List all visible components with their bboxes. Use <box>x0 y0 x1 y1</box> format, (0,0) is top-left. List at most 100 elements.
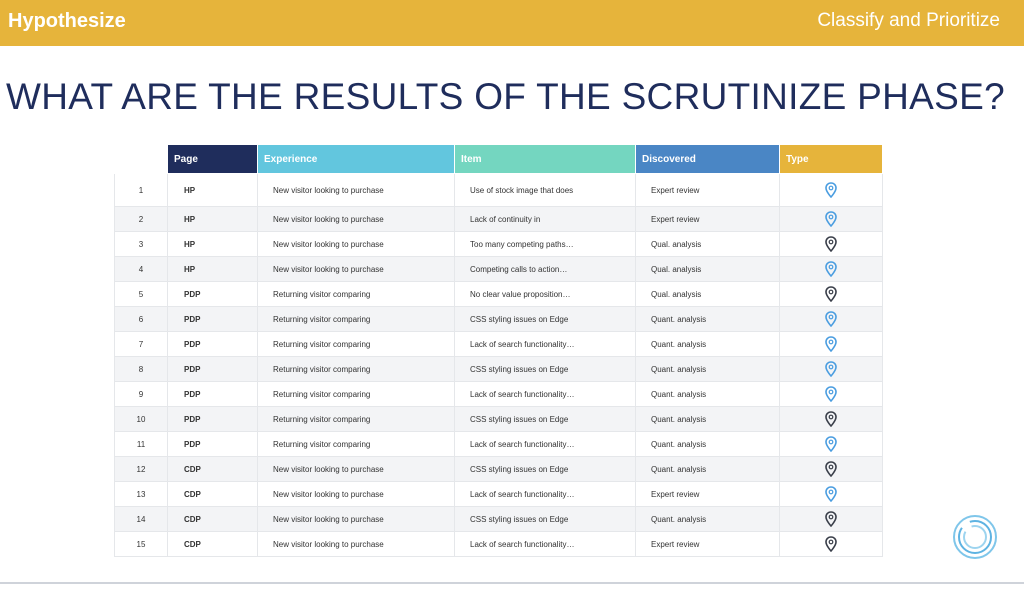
results-table: Page Experience Item Discovered Type 1 HP New … <box>114 144 883 557</box>
row-experience: Returning visitor comparing <box>257 431 455 457</box>
row-page: PDP <box>167 331 258 357</box>
row-type <box>779 531 883 557</box>
table-row: 5 PDP Returning visitor comparing No clear … <box>114 281 883 307</box>
location-pin-dark-icon <box>825 236 837 253</box>
row-discovered: Quant. analysis <box>635 431 780 457</box>
table-row: 10 PDP Returning visitor comparing CSS styl… <box>114 406 883 432</box>
row-discovered: Qual. analysis <box>635 231 780 257</box>
location-pin-blue-icon <box>825 436 837 453</box>
table-header-row: Page Experience Item Discovered Type <box>114 144 883 174</box>
row-item: No clear value proposition… <box>454 281 636 307</box>
table-row: 2 HP New visitor looking to purchase Lack o… <box>114 206 883 232</box>
row-number: 5 <box>114 281 168 307</box>
row-discovered: Qual. analysis <box>635 281 780 307</box>
table-row: 13 CDP New visitor looking to purchase Lack… <box>114 481 883 507</box>
location-pin-blue-icon <box>825 211 837 228</box>
location-pin-dark-icon <box>825 461 837 478</box>
row-item: CSS styling issues on Edge <box>454 306 636 332</box>
row-page: PDP <box>167 381 258 407</box>
row-experience: New visitor looking to purchase <box>257 531 455 557</box>
row-item: CSS styling issues on Edge <box>454 456 636 482</box>
row-type <box>779 231 883 257</box>
row-experience: New visitor looking to purchase <box>257 506 455 532</box>
table-row: 11 PDP Returning visitor comparing Lack of … <box>114 431 883 457</box>
row-discovered: Qual. analysis <box>635 256 780 282</box>
row-experience: New visitor looking to purchase <box>257 256 455 282</box>
row-discovered: Quant. analysis <box>635 406 780 432</box>
row-discovered: Expert review <box>635 173 780 207</box>
table-row: 4 HP New visitor looking to purchase Compet… <box>114 256 883 282</box>
row-discovered: Quant. analysis <box>635 331 780 357</box>
column-header-item: Item <box>454 144 636 174</box>
row-type <box>779 331 883 357</box>
row-experience: Returning visitor comparing <box>257 381 455 407</box>
row-experience: Returning visitor comparing <box>257 406 455 432</box>
header-right-label: Classify and Prioritize <box>817 10 1000 31</box>
table-row: 7 PDP Returning visitor comparing Lack of s… <box>114 331 883 357</box>
row-item: Too many competing paths… <box>454 231 636 257</box>
row-discovered: Quant. analysis <box>635 306 780 332</box>
row-discovered: Quant. analysis <box>635 506 780 532</box>
location-pin-blue-icon <box>825 486 837 503</box>
row-page: PDP <box>167 281 258 307</box>
location-pin-blue-icon <box>825 336 837 353</box>
row-type <box>779 281 883 307</box>
row-type <box>779 256 883 282</box>
row-page: HP <box>167 256 258 282</box>
row-number: 6 <box>114 306 168 332</box>
location-pin-dark-icon <box>825 511 837 528</box>
column-header-experience: Experience <box>257 144 455 174</box>
row-number: 15 <box>114 531 168 557</box>
table-row: 9 PDP Returning visitor comparing Lack of s… <box>114 381 883 407</box>
row-item: Use of stock image that does <box>454 173 636 207</box>
row-page: PDP <box>167 431 258 457</box>
row-type <box>779 456 883 482</box>
row-page: PDP <box>167 406 258 432</box>
table-row: 1 HP New visitor looking to purchase Use of… <box>114 173 883 207</box>
row-item: Lack of search functionality… <box>454 431 636 457</box>
row-page: HP <box>167 206 258 232</box>
row-experience: New visitor looking to purchase <box>257 481 455 507</box>
row-type <box>779 206 883 232</box>
row-type <box>779 506 883 532</box>
row-discovered: Quant. analysis <box>635 356 780 382</box>
row-number: 10 <box>114 406 168 432</box>
table-row: 8 PDP Returning visitor comparing CSS styli… <box>114 356 883 382</box>
row-page: PDP <box>167 306 258 332</box>
row-type <box>779 431 883 457</box>
row-discovered: Expert review <box>635 481 780 507</box>
row-number: 7 <box>114 331 168 357</box>
row-number: 3 <box>114 231 168 257</box>
location-pin-dark-icon <box>825 286 837 303</box>
location-pin-blue-icon <box>825 361 837 378</box>
column-header-index <box>114 144 168 174</box>
header-left-label: Hypothesize <box>8 10 126 32</box>
row-item: Lack of search functionality… <box>454 331 636 357</box>
row-page: HP <box>167 173 258 207</box>
row-type <box>779 306 883 332</box>
row-page: PDP <box>167 356 258 382</box>
row-type <box>779 481 883 507</box>
row-item: Lack of search functionality… <box>454 481 636 507</box>
row-page: CDP <box>167 481 258 507</box>
row-type <box>779 406 883 432</box>
row-experience: New visitor looking to purchase <box>257 231 455 257</box>
row-experience: Returning visitor comparing <box>257 306 455 332</box>
row-item: CSS styling issues on Edge <box>454 506 636 532</box>
row-experience: Returning visitor comparing <box>257 356 455 382</box>
row-item: CSS styling issues on Edge <box>454 406 636 432</box>
row-number: 1 <box>114 173 168 207</box>
table-row: 15 CDP New visitor looking to purchase Lack… <box>114 531 883 557</box>
concentric-circles-logo-icon <box>953 515 997 559</box>
row-experience: New visitor looking to purchase <box>257 173 455 207</box>
row-item: Lack of continuity in <box>454 206 636 232</box>
row-discovered: Quant. analysis <box>635 381 780 407</box>
row-number: 9 <box>114 381 168 407</box>
row-item: Lack of search functionality… <box>454 531 636 557</box>
row-discovered: Expert review <box>635 206 780 232</box>
row-discovered: Quant. analysis <box>635 456 780 482</box>
table-row: 6 PDP Returning visitor comparing CSS styli… <box>114 306 883 332</box>
table-row: 3 HP New visitor looking to purchase Too ma… <box>114 231 883 257</box>
row-number: 4 <box>114 256 168 282</box>
column-header-page: Page <box>167 144 258 174</box>
